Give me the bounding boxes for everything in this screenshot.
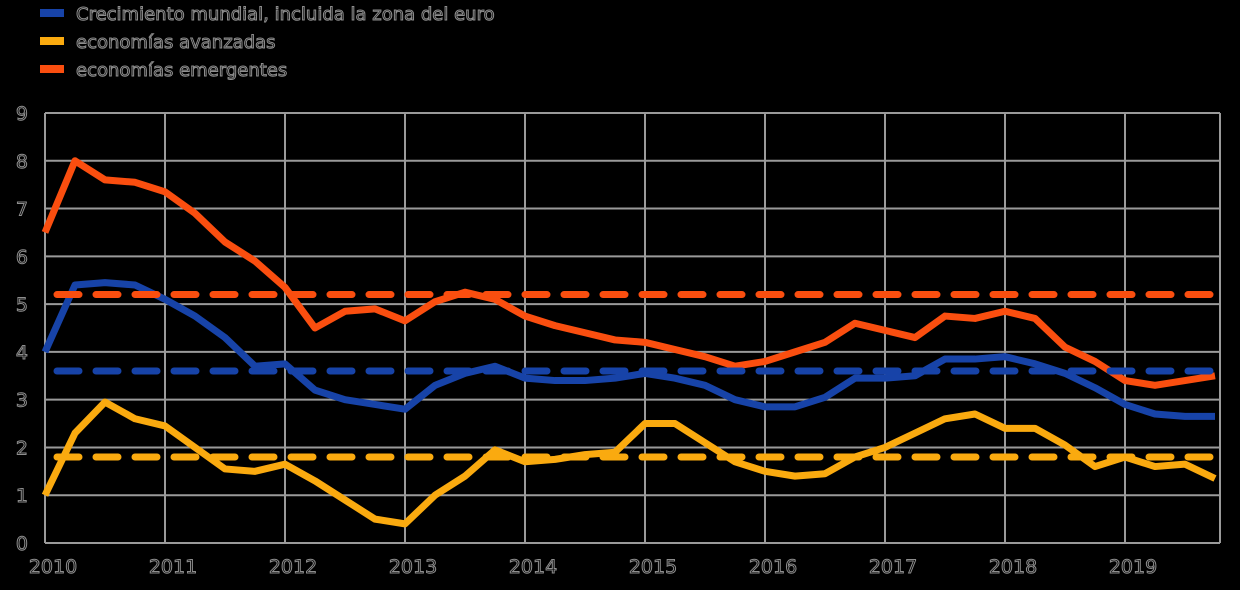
legend-item-mundial: Crecimiento mundial, incluida la zona de… <box>40 4 495 26</box>
legend-item-emergentes: economías emergentes <box>40 60 288 82</box>
x-tick-label: 2016 <box>749 556 797 578</box>
series-line-crecimiento <box>41 279 1215 420</box>
x-tick-label: 2010 <box>29 556 77 578</box>
x-tick-label: 2017 <box>869 556 917 578</box>
x-tick-label: 2012 <box>269 556 317 578</box>
y-tick-label: 5 <box>16 294 28 316</box>
series-line-economías <box>41 157 1216 389</box>
x-tick-label: 2019 <box>1109 556 1157 578</box>
y-tick-label: 0 <box>16 533 28 555</box>
y-tick-label: 8 <box>16 151 28 173</box>
y-tick-label: 1 <box>16 485 28 507</box>
x-tick-label: 2013 <box>389 556 437 578</box>
y-tick-label: 7 <box>16 199 28 221</box>
legend-swatch-emergentes <box>40 65 64 73</box>
chart-legend: Crecimiento mundial, incluida la zona de… <box>40 4 495 82</box>
legend-label-avanzadas: economías avanzadas <box>76 32 276 53</box>
x-tick-label: 2018 <box>989 556 1037 578</box>
series-line-economías <box>41 398 1217 528</box>
plot-mean-lines <box>53 291 1224 461</box>
y-axis-labels: 0 1 2 3 4 5 6 7 8 9 <box>15 103 28 556</box>
x-axis-labels: 2010 2011 2012 2013 2014 2015 2016 2017 2018 2019 <box>28 556 1157 579</box>
legend-swatch-mundial <box>40 9 64 17</box>
y-tick-label: 9 <box>16 103 28 125</box>
x-tick-label: 2014 <box>509 556 557 578</box>
y-tick-label: 3 <box>16 390 28 412</box>
legend-label-emergentes: economías emergentes <box>76 60 287 81</box>
plot-series <box>41 157 1217 528</box>
y-tick-label: 6 <box>16 246 28 268</box>
x-tick-label: 2015 <box>629 556 677 578</box>
y-tick-label: 4 <box>16 342 28 364</box>
y-tick-label: 2 <box>16 437 28 459</box>
x-tick-label: 2011 <box>149 556 197 578</box>
legend-swatch-avanzadas <box>40 37 64 45</box>
legend-item-avanzadas: economías avanzadas <box>40 32 276 54</box>
legend-label-mundial: Crecimiento mundial, incluida la zona de… <box>76 4 495 25</box>
